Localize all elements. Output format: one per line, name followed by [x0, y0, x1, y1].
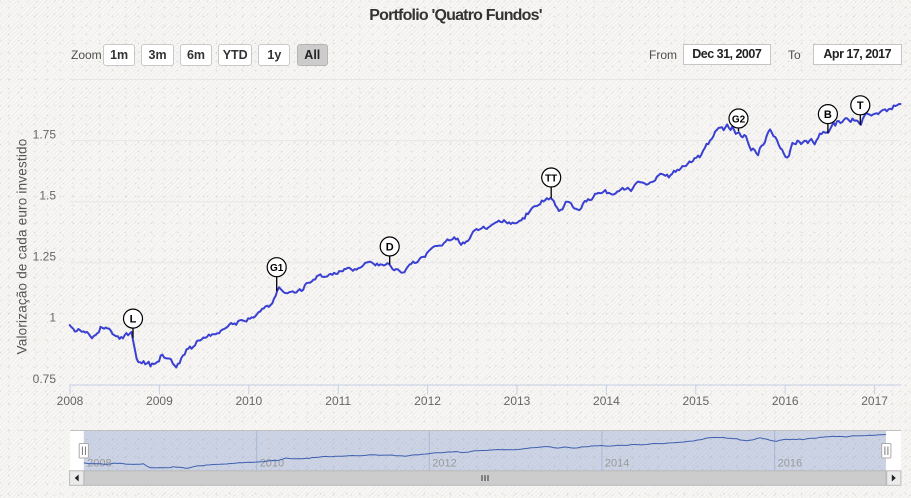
svg-text:G1: G1: [270, 263, 284, 274]
svg-text:2012: 2012: [414, 394, 441, 408]
svg-text:L: L: [130, 313, 137, 325]
svg-text:2015: 2015: [682, 394, 709, 408]
svg-text:2014: 2014: [593, 394, 620, 408]
svg-text:1.75: 1.75: [33, 127, 57, 141]
svg-text:2017: 2017: [861, 394, 888, 408]
svg-text:2014: 2014: [605, 458, 629, 470]
svg-text:B: B: [824, 109, 832, 121]
svg-text:2016: 2016: [772, 394, 799, 408]
svg-text:2012: 2012: [432, 458, 456, 470]
svg-text:2011: 2011: [325, 394, 351, 408]
svg-text:2009: 2009: [146, 394, 173, 408]
svg-text:1.25: 1.25: [33, 250, 57, 264]
svg-text:1: 1: [49, 311, 56, 325]
svg-text:2008: 2008: [57, 394, 84, 408]
svg-text:T: T: [857, 100, 864, 112]
svg-text:0.75: 0.75: [33, 372, 57, 386]
svg-text:2013: 2013: [504, 394, 531, 408]
svg-text:TT: TT: [545, 173, 557, 184]
svg-text:2016: 2016: [778, 458, 802, 470]
svg-text:1.5: 1.5: [39, 189, 56, 203]
svg-text:G2: G2: [732, 114, 746, 125]
svg-text:2010: 2010: [235, 394, 262, 408]
svg-text:D: D: [386, 241, 394, 253]
